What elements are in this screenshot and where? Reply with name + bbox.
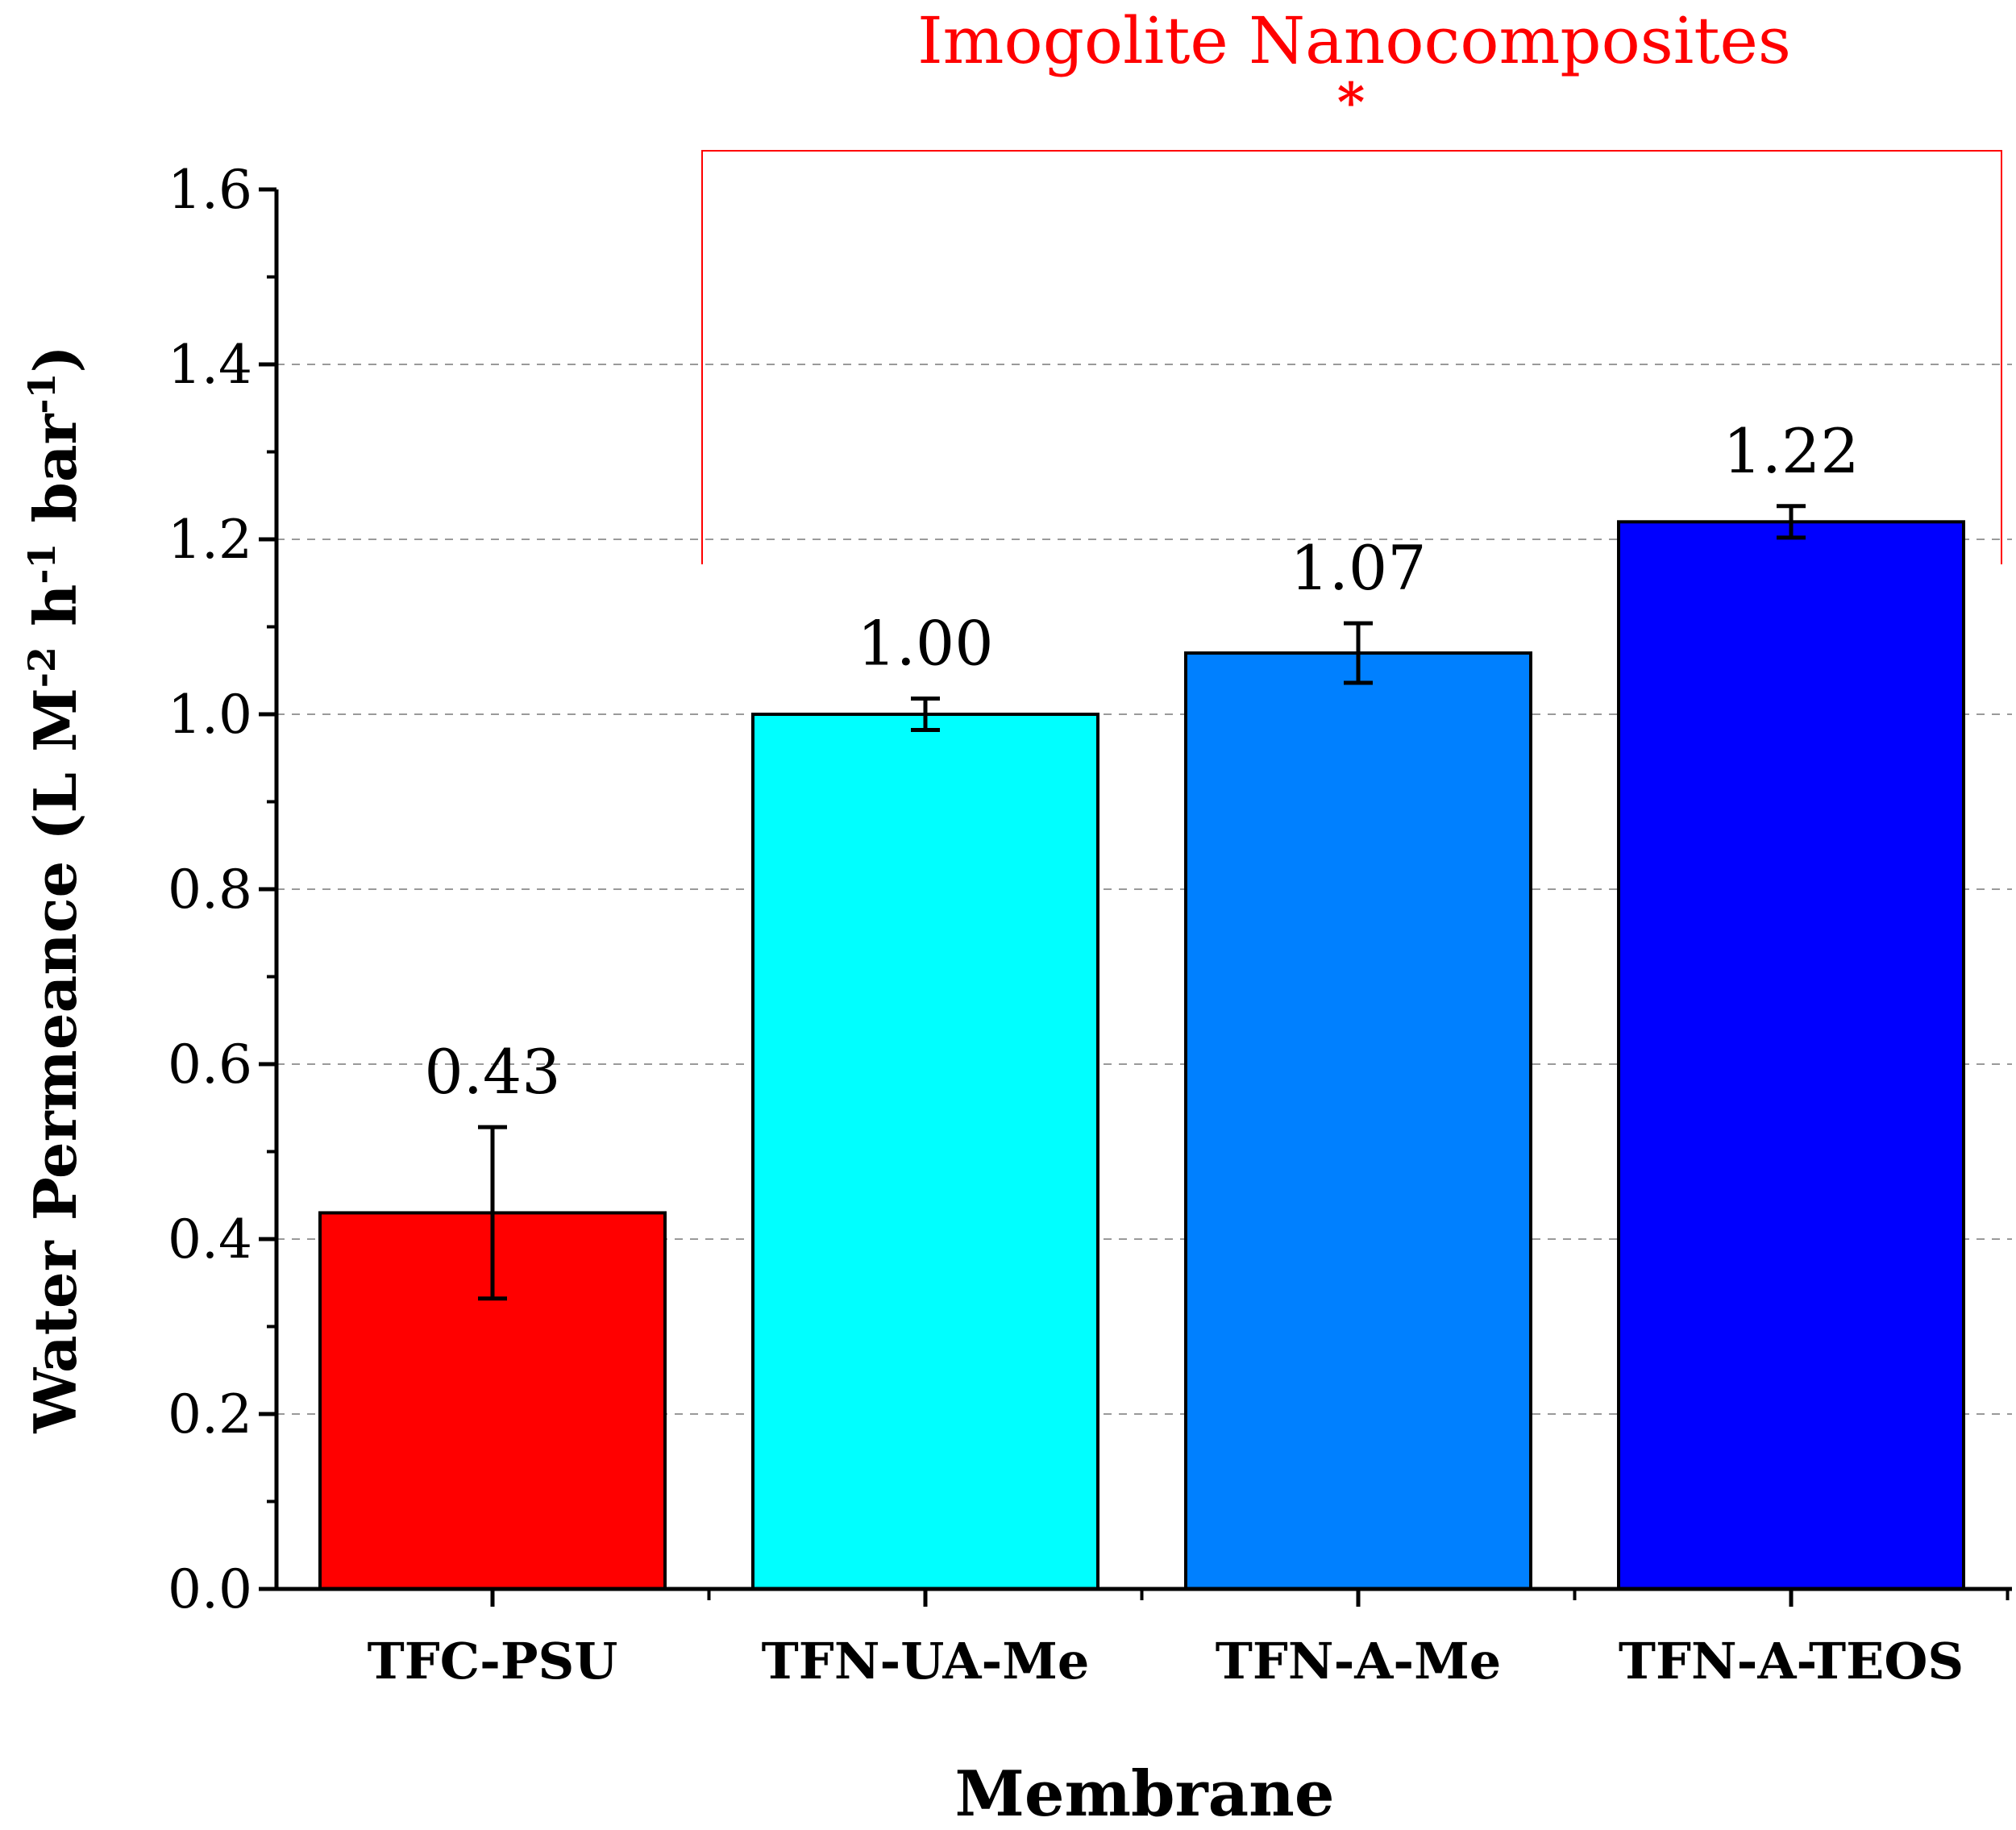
x-tick-label: TFN-UA-Me: [762, 1632, 1090, 1691]
y-tick-label: 0.4: [168, 1208, 252, 1271]
data-label: 0.43: [424, 1036, 560, 1108]
x-ticks: TFC-PSU TFN-UA-Me TFN-A-Me TFN-A-TEOS: [368, 1589, 2010, 1691]
bars: [318, 520, 1965, 1591]
y-tick-label: 1.6: [168, 159, 252, 221]
value-labels: 0.43 1.00 1.07 1.22: [424, 415, 1859, 1108]
x-tick-label: TFN-A-TEOS: [1619, 1632, 1964, 1691]
annotation-title: Imogolite Nanocomposites: [917, 3, 1791, 78]
y-tick-label: 1.4: [168, 334, 252, 396]
annotation-bracket: [701, 150, 2002, 564]
bar: [751, 713, 1099, 1591]
y-axis-title-exp3: -1: [20, 372, 64, 414]
y-axis-title-exp2: -1: [20, 543, 64, 584]
bar: [1617, 520, 1965, 1591]
significance-asterisk: *: [1337, 71, 1365, 134]
y-axis-title-main: Water Permeance (L M: [21, 688, 89, 1433]
data-label: 1.22: [1723, 415, 1859, 487]
bar: [1184, 651, 1532, 1591]
y-axis-title: Water Permeance (L M-2 h-1 bar-1): [20, 345, 89, 1433]
data-label: 1.07: [1290, 532, 1426, 604]
error-bars: [478, 504, 1806, 1301]
y-ticks: 0.0 0.2 0.4 0.6 0.8 1.0 1.2 1.4 1.6: [168, 159, 276, 1620]
y-tick-label: 1.0: [168, 684, 252, 746]
y-tick-label: 0.2: [168, 1383, 252, 1445]
y-axis-title-mid2: bar: [21, 413, 89, 543]
y-axis-title-mid1: h: [21, 584, 89, 647]
y-tick-label: 0.6: [168, 1034, 252, 1096]
y-tick-label: 0.8: [168, 859, 252, 921]
x-axis-title: Membrane: [954, 1757, 1334, 1830]
y-axis-title-exp1: -2: [20, 647, 64, 688]
y-tick-label: 0.0: [168, 1558, 252, 1620]
y-axis-title-end: ): [21, 345, 89, 372]
x-tick-label: TFN-A-Me: [1216, 1632, 1501, 1691]
data-label: 1.00: [857, 607, 993, 679]
y-tick-label: 1.2: [168, 509, 252, 571]
annotation-bracket-group: Imogolite Nanocomposites *: [701, 3, 2002, 564]
x-tick-label: TFC-PSU: [368, 1632, 618, 1691]
